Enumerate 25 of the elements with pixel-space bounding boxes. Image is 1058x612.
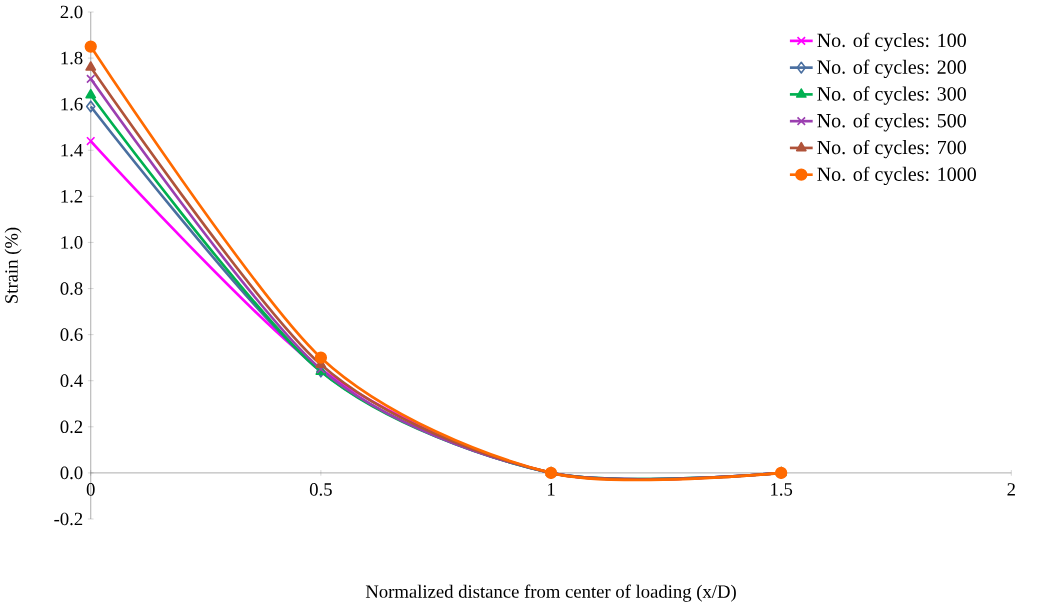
legend-label: No. of cycles: 100 [817,32,966,52]
x-axis-title: Normalized distance from center of loading (x/D) [365,584,736,602]
legend-label: No. of cycles: 1000 [817,166,976,185]
legend-label: No. of cycles: 700 [817,139,966,159]
x-tick-label: 2 [1007,482,1015,496]
y-tick-label: 1.4 [61,143,83,157]
y-tick-label: 1.6 [61,97,83,111]
y-tick-label: 0.8 [60,282,83,295]
x-tick-label: 0 [86,482,95,496]
y-tick-label: 1.0 [61,235,83,249]
legend-label: No. of cycles: 200 [817,59,966,78]
legend-label: No. of cycles: 500 [817,112,966,132]
x-tick-label: 1.5 [771,482,793,496]
legend-label: No. of cycles: 300 [817,86,966,105]
y-tick-label: 0.2 [60,420,83,433]
y-axis-title: Strain (%) [4,227,22,303]
y-tick-label: 1.2 [61,189,83,203]
y-tick-label: 0.4 [60,374,83,387]
y-tick-label: 1.8 [61,51,83,65]
y-tick-label: 0.6 [60,328,83,341]
x-tick-label: 1 [547,482,555,496]
y-tick-label: 0.0 [60,466,83,480]
y-tick-label: -0.2 [54,512,83,526]
x-tick-label: 0.5 [309,482,332,496]
y-tick-label: 2.0 [60,5,83,19]
